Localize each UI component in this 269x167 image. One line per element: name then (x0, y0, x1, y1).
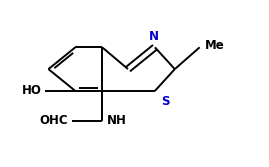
Text: NH: NH (107, 114, 127, 127)
Text: OHC: OHC (40, 114, 68, 127)
Text: HO: HO (22, 85, 41, 97)
Text: Me: Me (205, 39, 224, 52)
Text: N: N (149, 30, 159, 43)
Text: S: S (161, 95, 169, 108)
